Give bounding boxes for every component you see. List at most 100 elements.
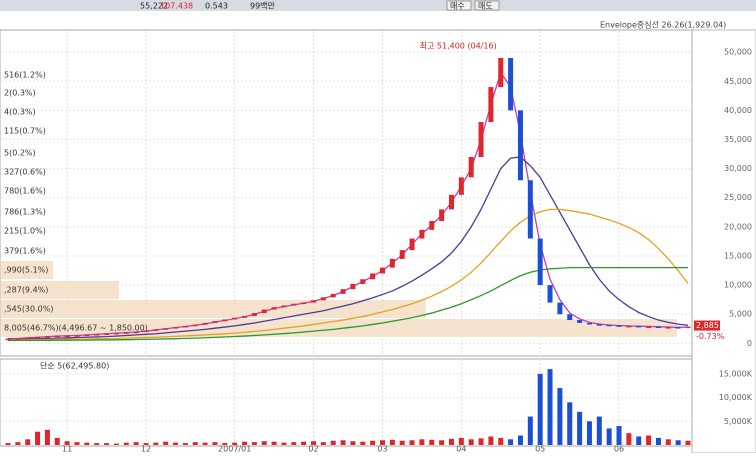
volume-bar [251, 442, 257, 445]
volume-bar [25, 439, 31, 445]
last-change: -0.73% [696, 332, 725, 341]
volume-bar [488, 436, 494, 445]
x-tick-label: 2007/01 [218, 445, 251, 454]
volume-bar [439, 440, 445, 445]
y-tick-label: 25,000 [724, 193, 752, 202]
ma-line [7, 266, 688, 342]
candle [586, 322, 592, 325]
last-price: 2,885 [696, 321, 719, 330]
y-tick-label: 50,000 [724, 48, 752, 57]
button[interactable] [446, 0, 472, 11]
candle [182, 325, 188, 328]
volume-bar [685, 440, 691, 445]
candle [350, 283, 356, 290]
candle [330, 293, 336, 298]
x-tick-label: 06 [614, 445, 624, 454]
profile-label: ,287(9.4%) [4, 286, 48, 295]
candle [665, 327, 671, 329]
volume-bar [202, 442, 208, 445]
candle [448, 194, 454, 210]
volume-bar [271, 441, 277, 445]
volume-bar [508, 439, 514, 445]
volume-bar [320, 442, 326, 445]
candle [202, 322, 208, 325]
volume-bar [15, 442, 21, 445]
x-tick-label: 02 [308, 445, 318, 454]
candle [527, 180, 533, 239]
profile-band [1, 261, 53, 279]
candle [399, 250, 405, 259]
volume-bar [596, 416, 602, 445]
profile-label: 2(0.3%) [4, 89, 36, 98]
volume-bar [311, 441, 317, 445]
profile-label: 516(1.2%) [4, 71, 46, 80]
volume-bar [84, 442, 90, 445]
candle [360, 279, 366, 284]
volume-bar [557, 388, 563, 445]
volume-bar [409, 440, 415, 445]
volume-bar [606, 428, 612, 445]
button[interactable] [474, 0, 500, 11]
y-tick-label: 10,000K [719, 393, 753, 402]
y-tick-label: 5,000 [729, 310, 752, 319]
volume-bar [379, 440, 385, 445]
candle [113, 332, 119, 335]
volume-bar [399, 440, 405, 445]
x-tick-label: 05 [535, 445, 545, 454]
volume-bar [133, 442, 139, 445]
candle [409, 238, 415, 251]
volume-bar [636, 436, 642, 445]
volume-bar [340, 440, 346, 445]
volume-bar [655, 437, 661, 445]
candle [271, 307, 277, 310]
y-tick-label: 5,000K [724, 417, 753, 426]
volume-bar [537, 373, 543, 445]
volume-bar [419, 439, 425, 445]
volume-bar [54, 437, 60, 445]
volume-bar [281, 442, 287, 445]
volume-bar [350, 441, 356, 445]
candle [537, 238, 543, 286]
volume-bar [646, 435, 652, 445]
volume-bar [143, 443, 149, 445]
volume-bar [291, 442, 297, 445]
candle [340, 289, 346, 294]
x-tick-label: 12 [141, 445, 151, 454]
volume-bar [567, 402, 573, 445]
candle [636, 325, 642, 328]
volume-bar [123, 442, 129, 445]
volume-bar [360, 441, 366, 445]
last-price-badge [694, 320, 720, 331]
y-tick-label: 40,000 [724, 106, 752, 115]
volume-bar [44, 429, 50, 445]
candle [153, 329, 159, 331]
profile-label: 780(1.6%) [4, 187, 46, 196]
candle [379, 267, 385, 274]
profile-label: 8,005(46.7%)(4,496.67 ~ 1,850.00) [4, 324, 148, 333]
ma-line [7, 156, 689, 340]
button-label[interactable]: 매수 [450, 2, 465, 11]
volume-bar [448, 438, 454, 445]
candle [429, 221, 435, 230]
candle [419, 229, 425, 239]
candle [64, 335, 70, 337]
y-tick-label: 20,000 [724, 222, 752, 231]
candle [508, 57, 514, 111]
candle [281, 305, 287, 308]
header-value: 55,222 [140, 2, 168, 11]
ma-line [7, 71, 689, 340]
candle [646, 326, 652, 328]
panel-title: 단순 5(62,495.80) [40, 361, 109, 371]
candle [320, 297, 326, 301]
candle [133, 331, 139, 334]
volume-bar [429, 439, 435, 445]
candle [232, 317, 238, 320]
profile-label: 786(1.3%) [4, 208, 46, 217]
profile-label: 115(0.7%) [4, 127, 46, 136]
header-value: 107.438 [160, 2, 193, 11]
volume-bar [665, 439, 671, 445]
candle [25, 337, 31, 340]
button-label[interactable]: 매도 [478, 2, 493, 11]
volume-bar [498, 437, 504, 445]
